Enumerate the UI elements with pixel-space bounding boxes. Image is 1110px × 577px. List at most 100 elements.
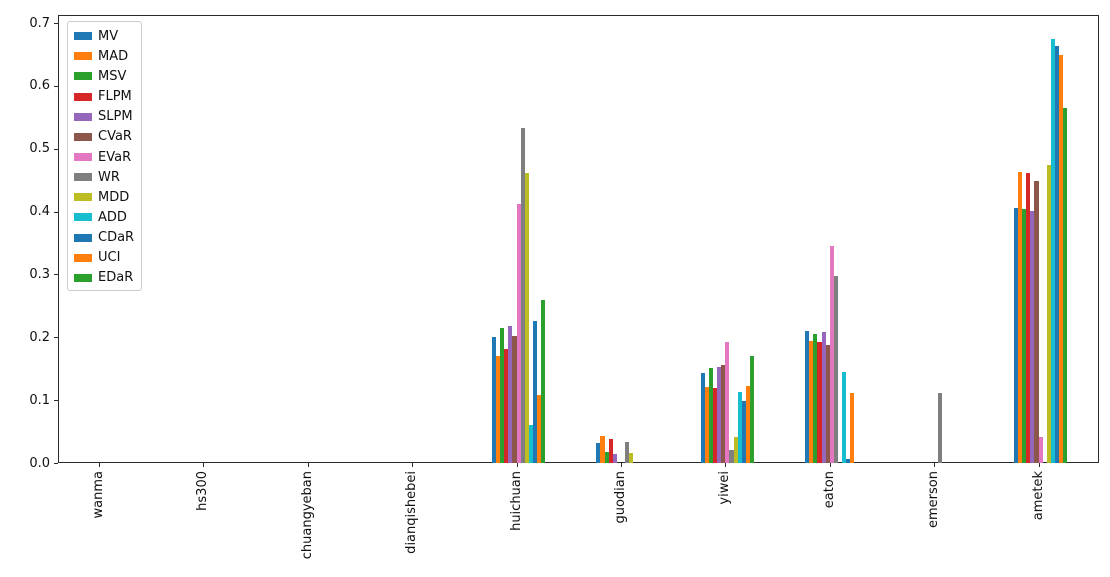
bar-MAD-yiwei: [704, 386, 709, 463]
legend-label: MV: [98, 28, 119, 44]
legend-label: UCI: [98, 250, 121, 266]
bar-UCI-huichuan: [537, 395, 542, 463]
bar-EVaR-eaton: [829, 245, 834, 463]
bar-EDaR-yiwei: [749, 355, 755, 463]
plot-area: [58, 15, 1099, 463]
bar-CDaR-yiwei: [741, 400, 746, 463]
legend-row-EVaR: EVaR: [68, 147, 141, 167]
bar-MSV-guodian: [604, 452, 609, 463]
bar-SLPM-eaton: [821, 332, 826, 463]
y-tick-label: 0.4: [29, 204, 50, 220]
bar-FLPM-eaton: [817, 341, 822, 463]
bar-MDD-yiwei: [733, 436, 738, 463]
y-tick-mark: [54, 274, 58, 276]
legend-label: SLPM: [98, 109, 133, 125]
x-tick-mark: [516, 463, 518, 467]
legend-swatch-icon: [74, 132, 92, 141]
x-tick-label: huichuan: [508, 471, 524, 531]
bar-UCI-ametek: [1059, 55, 1064, 463]
legend-row-MV: MV: [68, 26, 141, 46]
x-tick-label: eaton: [821, 471, 837, 509]
bar-FLPM-huichuan: [504, 348, 509, 463]
y-tick-mark: [54, 400, 58, 402]
y-tick-label: 0.1: [29, 392, 50, 408]
legend-row-MDD: MDD: [68, 187, 141, 207]
x-tick-label: dianqishebei: [404, 471, 420, 554]
x-tick-mark: [934, 463, 936, 467]
x-tick-label: guodian: [613, 471, 628, 524]
legend-label: EVaR: [98, 149, 132, 165]
bar-WR-huichuan: [520, 127, 525, 463]
x-tick-mark: [412, 463, 414, 467]
bar-SLPM-yiwei: [717, 366, 722, 463]
x-tick-label: chuangyeban: [299, 471, 315, 560]
bar-FLPM-ametek: [1026, 173, 1031, 463]
bar-ADD-yiwei: [737, 391, 742, 463]
legend-row-WR: WR: [68, 167, 141, 187]
y-tick-label: 0.0: [29, 455, 50, 471]
y-tick-label: 0.3: [29, 266, 50, 282]
legend-label: MAD: [98, 48, 129, 64]
legend-label: MDD: [98, 189, 130, 205]
bar-MV-huichuan: [491, 337, 497, 463]
bar-MAD-ametek: [1018, 171, 1023, 463]
bar-MV-eaton: [805, 331, 810, 463]
legend-row-MSV: MSV: [68, 66, 141, 86]
bar-CDaR-ametek: [1054, 46, 1060, 463]
y-tick-label: 0.6: [29, 78, 50, 94]
bar-SLPM-guodian: [612, 453, 617, 463]
legend-label: MSV: [98, 68, 127, 84]
x-tick-mark: [203, 463, 205, 467]
legend-swatch-icon: [74, 92, 92, 101]
legend-label: WR: [98, 169, 120, 185]
legend: MV MAD MSV FLPM SLPM CVaR EVaR WR MDD ADD CDaR UCI E…: [67, 21, 142, 291]
bar-MDD-ametek: [1046, 165, 1051, 463]
legend-swatch-icon: [74, 112, 92, 121]
bar-CVaR-eaton: [825, 344, 830, 463]
bar-WR-emerson: [938, 393, 943, 463]
x-tick-mark: [307, 463, 309, 467]
legend-swatch-icon: [74, 153, 92, 161]
bar-CDaR-eaton: [846, 459, 851, 463]
x-tick-mark: [725, 463, 727, 467]
bar-EDaR-ametek: [1063, 107, 1068, 463]
legend-label: FLPM: [98, 89, 132, 105]
bar-UCI-yiwei: [745, 385, 750, 463]
x-tick-mark: [99, 463, 100, 467]
bar-MV-yiwei: [700, 373, 705, 463]
x-tick-label: hs300: [195, 471, 211, 511]
bar-MDD-guodian: [629, 452, 634, 463]
bar-UCI-eaton: [850, 392, 855, 463]
bar-MDD-huichuan: [524, 172, 529, 463]
bar-SLPM-huichuan: [508, 325, 513, 463]
legend-row-MAD: MAD: [68, 46, 141, 66]
bar-ADD-ametek: [1050, 38, 1055, 463]
bar-CDaR-huichuan: [532, 320, 538, 463]
bar-FLPM-guodian: [608, 439, 613, 463]
legend-swatch-icon: [74, 273, 92, 282]
x-tick-label: wanma: [91, 471, 106, 519]
legend-swatch-icon: [74, 193, 92, 202]
bar-FLPM-yiwei: [713, 387, 718, 463]
y-tick-label: 0.2: [29, 329, 50, 345]
x-tick-label: ametek: [1030, 471, 1046, 521]
bar-MSV-eaton: [813, 334, 818, 463]
bar-EVaR-ametek: [1038, 436, 1043, 463]
bar-MSV-ametek: [1022, 209, 1027, 463]
y-tick-mark: [54, 463, 58, 464]
y-tick-label: 0.7: [29, 15, 50, 31]
legend-row-EDaR: EDaR: [68, 268, 141, 288]
bar-MV-guodian: [596, 442, 601, 463]
y-tick-mark: [54, 148, 58, 150]
bar-ADD-huichuan: [528, 425, 533, 463]
y-tick-mark: [54, 211, 58, 213]
legend-row-SLPM: SLPM: [68, 107, 141, 127]
legend-label: CVaR: [98, 129, 132, 145]
legend-row-UCI: UCI: [68, 248, 141, 268]
legend-swatch-icon: [74, 72, 92, 81]
legend-swatch-icon: [74, 213, 92, 222]
bar-MSV-yiwei: [708, 368, 714, 463]
bar-CVaR-yiwei: [721, 364, 726, 463]
legend-label: EDaR: [98, 270, 134, 286]
